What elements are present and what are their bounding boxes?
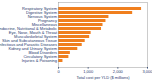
svg-text:0: 0: [57, 69, 60, 74]
svg-text:Blood Disorders: Blood Disorders: [28, 50, 57, 56]
svg-text:Miscellaneous: Miscellaneous: [31, 22, 57, 28]
svg-text:2,000: 2,000: [113, 69, 124, 74]
svg-text:Skin and Subcutaneous Tissue: Skin and Subcutaneous Tissue: [2, 38, 57, 44]
svg-text:Injuries & Poisoning: Injuries & Poisoning: [22, 58, 57, 63]
svg-text:Digestive System: Digestive System: [26, 10, 57, 16]
svg-text:Kidney and Urinary System: Kidney and Urinary System: [8, 46, 57, 52]
svg-text:1,000: 1,000: [83, 69, 94, 74]
svg-text:Musculoskeletal System: Musculoskeletal System: [14, 34, 57, 40]
svg-text:Circulatory System: Circulatory System: [23, 54, 57, 60]
svg-text:Total cost per YLD ($ millions: Total cost per YLD ($ millions): [76, 75, 130, 80]
svg-text:Eye, Nose, Mouth & Throat: Eye, Nose, Mouth & Throat: [8, 30, 57, 36]
svg-text:Pregnancy: Pregnancy: [37, 18, 57, 24]
svg-text:Respiratory System: Respiratory System: [22, 6, 57, 12]
svg-text:3,000: 3,000: [142, 69, 152, 74]
svg-text:Nervous System: Nervous System: [27, 14, 57, 20]
